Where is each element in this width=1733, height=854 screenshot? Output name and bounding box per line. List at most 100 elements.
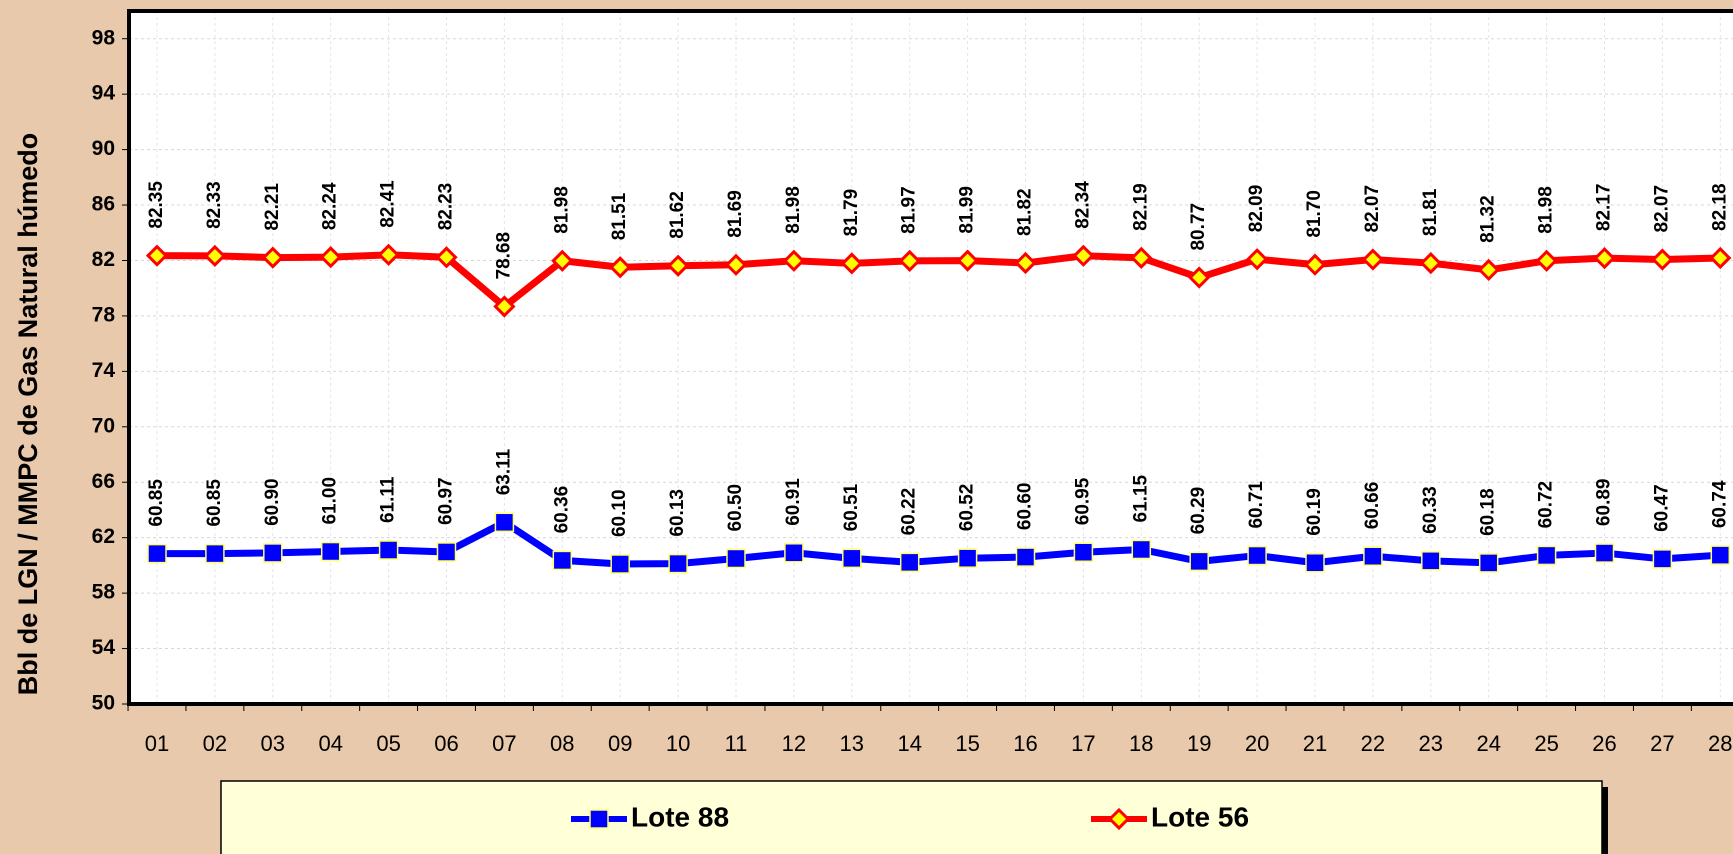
- data-point: [263, 543, 283, 563]
- data-point: [1072, 244, 1095, 267]
- legend-label: Lote 56: [1151, 801, 1249, 832]
- x-tick-label: 03: [261, 731, 285, 756]
- data-label: 63.11: [493, 448, 514, 495]
- data-label: 60.89: [1594, 479, 1615, 527]
- data-label: 82.35: [146, 181, 167, 229]
- data-point: [1421, 551, 1441, 571]
- data-point: [1363, 546, 1383, 567]
- data-point: [1015, 547, 1036, 567]
- data-point: [957, 548, 978, 568]
- data-label: 60.22: [899, 488, 920, 536]
- y-tick-label: 66: [92, 470, 115, 493]
- data-label: 82.19: [1130, 183, 1151, 231]
- series-line: [156, 251, 1721, 310]
- data-point: [956, 249, 979, 272]
- data-point: [610, 554, 630, 574]
- data-label: 82.21: [262, 183, 283, 231]
- x-tick-label: 14: [897, 731, 921, 756]
- x-tick-label: 01: [145, 731, 169, 756]
- data-label: 60.52: [957, 484, 978, 532]
- x-tick-label: 21: [1303, 731, 1327, 756]
- x-tick-label: 25: [1534, 731, 1558, 756]
- x-tick-label: 02: [203, 731, 227, 756]
- data-label: 82.24: [320, 182, 341, 230]
- x-tick-label: 09: [608, 731, 632, 756]
- y-tick-label: 98: [92, 26, 116, 49]
- data-point: [1361, 248, 1385, 271]
- x-tick-label: 22: [1361, 731, 1385, 756]
- data-label: 60.90: [262, 478, 283, 526]
- data-point: [1305, 553, 1325, 573]
- data-label: 80.77: [1188, 203, 1209, 251]
- data-label: 60.66: [1362, 482, 1383, 530]
- data-label: 82.23: [436, 183, 457, 231]
- data-label: 82.17: [1594, 184, 1615, 232]
- x-tick-label: 06: [434, 731, 458, 756]
- y-tick-label: 54: [92, 636, 116, 659]
- data-point: [1245, 248, 1269, 271]
- data-point: [319, 246, 342, 269]
- data-label: 60.33: [1420, 486, 1441, 534]
- data-point: [1478, 553, 1499, 573]
- data-point: [668, 553, 688, 574]
- data-label: 81.82: [1015, 188, 1036, 236]
- data-label: 60.10: [609, 489, 630, 537]
- data-point: [1593, 247, 1616, 270]
- data-point: [842, 548, 862, 569]
- data-label: 61.11: [378, 476, 399, 523]
- data-label: 60.71: [1246, 481, 1267, 529]
- x-tick-label: 10: [666, 731, 690, 756]
- data-point: [1710, 545, 1731, 565]
- data-label: 60.85: [146, 479, 167, 527]
- data-label: 81.62: [667, 191, 688, 239]
- x-tick-label: 04: [318, 731, 342, 756]
- data-label: 81.98: [551, 186, 572, 234]
- data-label: 60.95: [1072, 477, 1093, 525]
- data-label: 82.34: [1072, 181, 1093, 229]
- x-tick-label: 19: [1187, 731, 1211, 756]
- x-tick-label: 15: [955, 731, 979, 756]
- data-point: [1594, 543, 1615, 563]
- data-point: [494, 512, 515, 533]
- data-label: 60.91: [783, 478, 804, 526]
- data-point: [1131, 539, 1152, 560]
- data-point: [320, 541, 341, 562]
- y-tick-label: 82: [92, 248, 115, 271]
- legend-marker: [1107, 807, 1131, 831]
- y-tick-label: 50: [92, 692, 115, 715]
- data-label: 81.81: [1420, 188, 1441, 236]
- x-tick-label: 12: [782, 731, 806, 756]
- data-label: 81.32: [1478, 195, 1499, 243]
- y-tick-label: 86: [92, 193, 115, 216]
- data-label: 60.97: [436, 477, 457, 525]
- data-point: [145, 244, 169, 267]
- legend-marker: [589, 809, 609, 829]
- x-tick-label: 27: [1650, 731, 1674, 756]
- data-point: [1535, 249, 1558, 272]
- data-label: 82.09: [1246, 185, 1267, 233]
- y-tick-label: 78: [92, 303, 116, 326]
- data-label: 82.18: [1709, 183, 1730, 231]
- data-point: [899, 552, 920, 573]
- data-label: 60.47: [1651, 484, 1672, 532]
- data-label: 60.51: [841, 483, 862, 531]
- y-axis-title: Bbl de LGN / MMPC de Gas Natural húmedo: [13, 133, 43, 696]
- x-tick-label: 18: [1129, 731, 1153, 756]
- data-label: 81.97: [899, 186, 920, 234]
- data-label: 61.00: [320, 477, 341, 525]
- x-tick-label: 28: [1708, 731, 1732, 756]
- data-label: 60.85: [204, 479, 225, 527]
- y-tick-label: 90: [92, 137, 115, 160]
- plot-area: [129, 11, 1733, 704]
- data-point: [205, 543, 225, 564]
- x-tick-label: 23: [1419, 731, 1443, 756]
- data-label: 81.79: [841, 189, 862, 237]
- y-tick-label: 70: [92, 414, 115, 437]
- data-label: 60.74: [1709, 480, 1730, 528]
- data-point: [840, 252, 863, 275]
- data-point: [1189, 551, 1209, 572]
- x-tick-label: 16: [1013, 731, 1037, 756]
- x-tick-label: 24: [1476, 731, 1500, 756]
- data-point: [1247, 545, 1267, 566]
- data-point: [609, 256, 632, 279]
